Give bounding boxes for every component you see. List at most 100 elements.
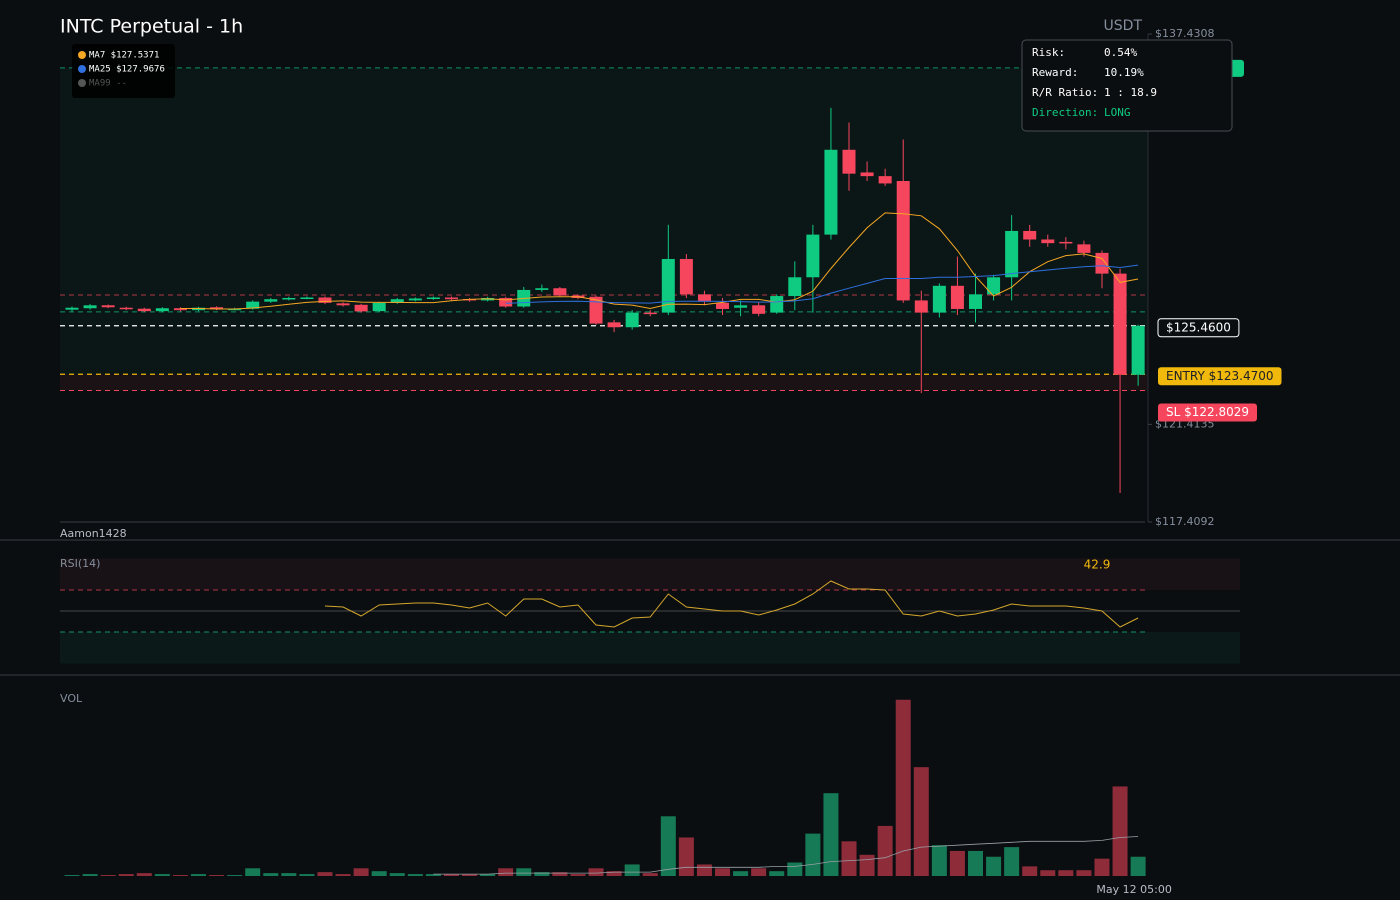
candle-body [210, 307, 224, 310]
legend-label: MA25 $127.9676 [89, 65, 165, 75]
volume-bar [1112, 786, 1128, 876]
volume-bar [172, 875, 188, 876]
candle-body [806, 234, 820, 278]
vol-title: VOL [60, 692, 83, 705]
risk-key: Direction: [1032, 106, 1098, 119]
ma-line [180, 212, 1139, 310]
volume-bar [949, 850, 965, 876]
volume-bar [245, 868, 261, 876]
volume-bar [317, 872, 333, 876]
volume-bar [787, 862, 803, 876]
legend-swatch [78, 65, 86, 73]
candle-body [860, 172, 874, 177]
candle-body [535, 288, 549, 290]
candle-body [896, 180, 910, 301]
volume-bar [715, 868, 731, 876]
candle-body [1077, 244, 1091, 253]
volume-bar [986, 856, 1002, 876]
volume-bar [407, 874, 423, 876]
volume-bar [498, 868, 514, 876]
risk-key: R/R Ratio: [1032, 86, 1098, 99]
volume-bar [64, 875, 80, 876]
y-tick-label: $117.4092 [1155, 515, 1215, 528]
risk-key: Reward: [1032, 66, 1078, 79]
volume-bar [733, 871, 749, 876]
volume-bar [425, 874, 441, 876]
legend-swatch [78, 79, 86, 87]
volume-bar [570, 874, 586, 876]
legend-label: MA7 $127.5371 [89, 51, 159, 61]
volume-bar [552, 872, 568, 876]
volume-bar [968, 850, 983, 876]
stop-loss-tag [1158, 403, 1258, 422]
x-tick-label: May 12 05:00 [1096, 883, 1171, 896]
candle-body [661, 258, 675, 313]
candle-body [932, 285, 946, 313]
candle-body [788, 277, 802, 297]
volume-bar [1130, 856, 1146, 876]
candle-body [716, 302, 730, 309]
candle-body [499, 297, 513, 307]
risk-value: 0.54% [1104, 46, 1137, 59]
volume-bar [1004, 847, 1020, 876]
volume-bar [624, 864, 640, 876]
candle-body [101, 305, 115, 308]
chart-title: INTC Perpetual - 1h [60, 16, 243, 38]
volume-bar [769, 871, 785, 876]
volume-bar [588, 868, 604, 876]
volume-bar [1076, 870, 1092, 876]
rsi-title: RSI(14) [60, 557, 100, 570]
candle-body [372, 302, 386, 312]
risk-value: 1 : 18.9 [1104, 86, 1157, 99]
candle-body [589, 296, 603, 324]
last-price-label: $125.4600 [1166, 320, 1231, 334]
currency-label: USDT [1104, 18, 1143, 34]
entry-label: ENTRY $123.4700 [1166, 369, 1274, 383]
volume-bar [118, 874, 134, 876]
volume-bar [823, 793, 839, 876]
candle-body [679, 258, 693, 295]
candle-body [824, 149, 838, 235]
candle-body [643, 312, 657, 315]
volume-bar [190, 874, 206, 876]
volume-bar [678, 837, 694, 876]
volume-bar [209, 875, 225, 876]
candle-body [1095, 252, 1109, 274]
volume-bar [841, 841, 857, 876]
volume-bar [371, 871, 387, 876]
volume-bar [642, 873, 658, 876]
ma-line [505, 264, 1139, 304]
risk-panel [1021, 39, 1233, 132]
volume-bar [136, 873, 152, 876]
volume-bar [805, 833, 821, 876]
loss-zone [60, 374, 1148, 391]
volume-bar [696, 864, 712, 876]
candle-body [770, 296, 784, 313]
volume-bar [895, 699, 911, 876]
volume-bar [227, 875, 243, 876]
watermark: Aamon1428 [60, 527, 127, 540]
candle-body [390, 299, 404, 303]
candle-body [969, 294, 982, 309]
risk-value: LONG [1104, 106, 1131, 119]
volume-bar [606, 871, 622, 876]
candle-body [137, 308, 151, 312]
candle-body [1005, 230, 1019, 278]
candle-body [282, 297, 296, 300]
candle-body [173, 308, 187, 311]
volume-bar [480, 874, 496, 876]
candle-body [878, 176, 892, 184]
legend-box [72, 44, 175, 98]
candle-body [607, 322, 621, 328]
candle-body [950, 285, 964, 309]
candle-body [1059, 241, 1073, 244]
candle-body [119, 307, 133, 310]
last-price-tag [1157, 318, 1240, 338]
y-tick-label: $137.4308 [1155, 27, 1215, 40]
candle-body [354, 304, 368, 312]
volume-bar [660, 816, 676, 876]
candle-body [426, 297, 440, 299]
candle-body [914, 300, 928, 313]
